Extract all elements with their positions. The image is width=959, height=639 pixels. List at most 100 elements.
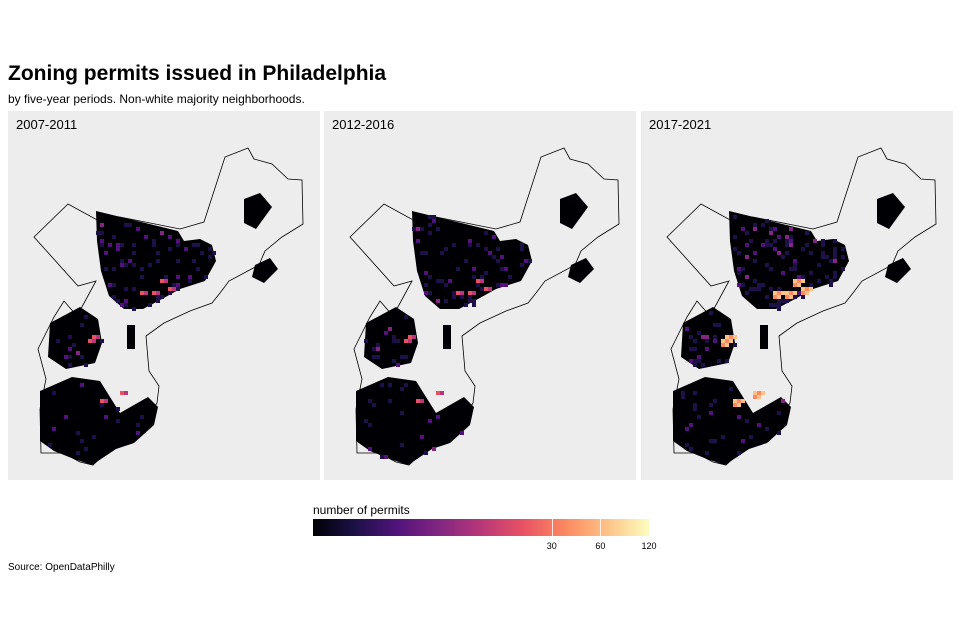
permit-cell — [476, 243, 480, 247]
permit-cell — [745, 231, 749, 235]
permit-cell — [773, 247, 777, 251]
permit-cell — [741, 283, 745, 287]
permit-cell — [464, 259, 468, 263]
permit-cell — [801, 295, 805, 299]
permit-cell — [737, 251, 741, 255]
neighborhood-region — [568, 258, 594, 283]
permit-cell — [436, 299, 440, 303]
permit-cell — [104, 267, 108, 271]
permit-cell — [745, 419, 749, 423]
permit-hotspot-cell — [460, 291, 464, 295]
permit-cell — [777, 431, 781, 435]
permit-cell — [805, 231, 809, 235]
permit-cell — [713, 399, 717, 403]
permit-hotspot-cell — [733, 399, 737, 403]
permit-hotspot-cell — [781, 291, 785, 295]
permit-cell — [809, 251, 813, 255]
permit-cell — [84, 315, 88, 319]
permit-cell — [376, 355, 380, 359]
permit-cell — [484, 247, 488, 251]
permit-cell — [424, 271, 428, 275]
permit-hotspot-cell — [777, 291, 781, 295]
permit-cell — [148, 263, 152, 267]
permit-cell — [76, 451, 80, 455]
permit-cell — [773, 239, 777, 243]
permit-cell — [184, 247, 188, 251]
permit-cell — [188, 279, 192, 283]
chart-title: Zoning permits issued in Philadelphia — [8, 62, 387, 85]
permit-cell — [76, 351, 80, 355]
permit-cell — [689, 347, 693, 351]
permit-cell — [164, 275, 168, 279]
permit-cell — [689, 335, 693, 339]
permit-grid-cells — [48, 223, 216, 455]
permit-cell — [368, 447, 372, 451]
permit-cell — [689, 359, 693, 363]
permit-cell — [424, 251, 428, 255]
permit-cell — [132, 251, 136, 255]
permit-cell — [781, 399, 785, 403]
permit-cell — [156, 259, 160, 263]
permit-cell — [112, 283, 116, 287]
permit-hotspot-cell — [140, 291, 144, 295]
permit-cell — [833, 251, 837, 255]
permit-cell — [757, 287, 761, 291]
permit-cell — [693, 359, 697, 363]
permit-cell — [793, 259, 797, 263]
permit-cell — [400, 387, 404, 391]
permit-cell — [725, 359, 729, 363]
permit-hotspot-cell — [104, 399, 108, 403]
permit-cell — [460, 295, 464, 299]
permit-cell — [452, 243, 456, 247]
permit-cell — [152, 243, 156, 247]
neighborhood-region — [673, 377, 791, 465]
permit-cell — [80, 439, 84, 443]
permit-cell — [364, 419, 368, 423]
permit-cell — [452, 295, 456, 299]
permit-hotspot-cell — [805, 291, 809, 295]
permit-cell — [793, 267, 797, 271]
permit-hotspot-cell — [721, 339, 725, 343]
permit-cell — [168, 247, 172, 251]
permit-cell — [805, 243, 809, 247]
neighborhood-region — [252, 258, 278, 283]
permit-cell — [428, 231, 432, 235]
permit-cell — [685, 427, 689, 431]
permit-cell — [841, 247, 845, 251]
chart-subtitle: by five-year periods. Non-white majority… — [8, 92, 305, 106]
permit-cell — [208, 247, 212, 251]
permit-cell — [833, 255, 837, 259]
permit-cell — [176, 283, 180, 287]
permit-cell — [500, 255, 504, 259]
permit-cell — [124, 223, 128, 227]
permit-cell — [156, 299, 160, 303]
permit-cell — [128, 259, 132, 263]
permit-cell — [192, 243, 196, 247]
permit-cell — [176, 259, 180, 263]
permit-cell — [156, 251, 160, 255]
permit-hotspot-cell — [777, 295, 781, 299]
permit-hotspot-cell — [733, 403, 737, 407]
permit-cell — [809, 283, 813, 287]
permit-cell — [833, 247, 837, 251]
permit-cell — [428, 419, 432, 423]
permit-cell — [428, 223, 432, 227]
permit-cell — [68, 355, 72, 359]
permit-hotspot-cell — [488, 287, 492, 291]
permit-cell — [713, 335, 717, 339]
permit-cell — [777, 303, 781, 307]
permit-hotspot-cell — [480, 279, 484, 283]
permit-cell — [793, 295, 797, 299]
permit-cell — [196, 243, 200, 247]
permit-cell — [392, 335, 396, 339]
permit-cell — [132, 287, 136, 291]
neighborhood-region — [885, 258, 911, 283]
permit-cell — [841, 255, 845, 259]
permit-hotspot-cell — [793, 283, 797, 287]
permit-cell — [436, 227, 440, 231]
permit-cell — [380, 455, 384, 459]
permit-hotspot-cell — [420, 399, 424, 403]
permit-cell — [96, 231, 100, 235]
permit-cell — [188, 275, 192, 279]
permit-cell — [705, 347, 709, 351]
